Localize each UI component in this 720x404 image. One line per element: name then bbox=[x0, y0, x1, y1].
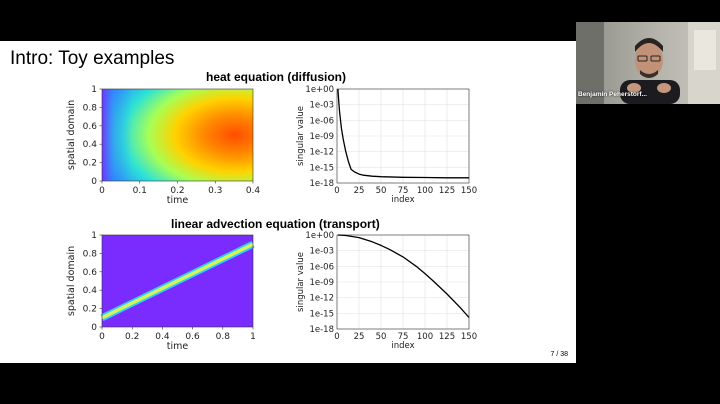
x-axis-label: time bbox=[167, 195, 189, 206]
y-tick-label: 1e-18 bbox=[309, 179, 334, 189]
y-tick-label: 1e-03 bbox=[309, 101, 334, 111]
x-tick-label: 100 bbox=[417, 332, 433, 342]
x-tick-label: 0 bbox=[334, 186, 339, 196]
y-tick-label: 1e-18 bbox=[309, 325, 334, 335]
y-tick-label: 1e-12 bbox=[309, 148, 334, 158]
x-tick-label: 0.1 bbox=[133, 186, 147, 196]
advection-heatmap: 0 0.2 0.4 0.6 0.8 1 0 0.2 0.4 0.6 0.8 1 time spatial … bbox=[66, 231, 256, 352]
y-axis-label: spatial domain bbox=[66, 100, 77, 170]
x-tick-label: 25 bbox=[354, 186, 365, 196]
plot-frame bbox=[336, 88, 470, 184]
heatmap-initial-edge bbox=[102, 89, 253, 181]
section-title-heat: heat equation (diffusion) bbox=[206, 70, 346, 84]
x-tick-label: 0 bbox=[99, 186, 105, 196]
slide-title: Intro: Toy examples bbox=[10, 48, 175, 69]
x-tick-label: 0.4 bbox=[246, 186, 261, 196]
x-tick-label: 100 bbox=[417, 186, 433, 196]
x-tick-label: 150 bbox=[461, 186, 477, 196]
advection-singular-value-plot: 0 25 50 75 100 125 150 1e+00 1e-03 1e-06 1e-09 1e-1… bbox=[296, 231, 477, 351]
x-tick-label: 125 bbox=[439, 332, 455, 342]
x-tick-label: 0.6 bbox=[185, 332, 200, 342]
y-axis-label: spatial domain bbox=[66, 246, 77, 316]
x-tick-label: 0.2 bbox=[170, 186, 184, 196]
x-tick-label: 25 bbox=[354, 332, 365, 342]
x-axis-label: index bbox=[391, 341, 414, 351]
y-tick-label: 1e+00 bbox=[305, 231, 334, 241]
y-tick-label: 1 bbox=[91, 231, 97, 241]
x-tick-label: 0 bbox=[99, 332, 105, 342]
section-title-advection: linear advection equation (transport) bbox=[171, 217, 380, 231]
presentation-slide: Intro: Toy examples heat equation (diffu… bbox=[0, 41, 576, 363]
y-axis-label: singular value bbox=[296, 106, 306, 166]
plot-frame bbox=[336, 234, 470, 330]
y-tick-label: 0.6 bbox=[83, 268, 98, 278]
x-tick-label: 0.3 bbox=[208, 186, 222, 196]
y-tick-label: 1 bbox=[91, 85, 97, 95]
transport-band-core bbox=[101, 243, 254, 319]
x-tick-label: 150 bbox=[461, 332, 477, 342]
x-axis-label: time bbox=[167, 341, 189, 352]
y-tick-label: 1e-06 bbox=[309, 116, 334, 126]
y-tick-label: 1e-03 bbox=[309, 247, 334, 257]
x-tick-label: 0.2 bbox=[125, 332, 139, 342]
y-tick-label: 0.6 bbox=[83, 122, 98, 132]
y-tick-label: 0 bbox=[91, 323, 97, 333]
x-tick-label: 75 bbox=[398, 186, 409, 196]
singular-value-series bbox=[337, 88, 469, 179]
y-tick-label: 1e-15 bbox=[309, 309, 334, 319]
y-tick-label: 0.8 bbox=[83, 249, 98, 259]
y-tick-label: 0.8 bbox=[83, 103, 98, 113]
x-tick-label: 50 bbox=[376, 186, 387, 196]
y-tick-label: 0 bbox=[91, 177, 97, 187]
x-tick-label: 50 bbox=[376, 332, 387, 342]
page-number: 7 / 38 bbox=[550, 351, 568, 358]
y-tick-label: 0.4 bbox=[83, 140, 98, 150]
y-tick-label: 0.2 bbox=[83, 305, 97, 315]
y-tick-label: 1e-09 bbox=[309, 278, 334, 288]
x-tick-label: 125 bbox=[439, 186, 455, 196]
x-tick-label: 1 bbox=[250, 332, 256, 342]
heat-equation-heatmap: 0 0.1 0.2 0.3 0.4 0 0.2 0.4 0.6 0.8 1 time spatial d… bbox=[66, 85, 261, 206]
y-tick-label: 0.2 bbox=[83, 159, 97, 169]
participant-video-frame bbox=[576, 22, 720, 104]
y-tick-label: 1e-06 bbox=[309, 262, 334, 272]
participant-video-tile[interactable]: Benjamin Peherstorf... bbox=[576, 22, 720, 104]
singular-value-series bbox=[337, 234, 470, 318]
y-tick-label: 1e-12 bbox=[309, 294, 334, 304]
y-tick-label: 1e-15 bbox=[309, 163, 334, 173]
heat-singular-value-plot: 0 25 50 75 100 125 150 1e+00 1e-03 1e-06 1e-09 1e-1… bbox=[296, 85, 477, 205]
y-tick-label: 1e+00 bbox=[305, 85, 334, 95]
y-axis-label: singular value bbox=[296, 252, 306, 312]
participant-name: Benjamin Peherstorf... bbox=[578, 91, 647, 98]
x-tick-label: 0.4 bbox=[155, 332, 170, 342]
x-tick-label: 0 bbox=[334, 332, 339, 342]
plot-frame bbox=[101, 234, 254, 328]
y-tick-label: 1e-09 bbox=[309, 132, 334, 142]
y-tick-label: 0.4 bbox=[83, 286, 98, 296]
x-axis-label: index bbox=[391, 195, 414, 205]
x-tick-label: 0.8 bbox=[216, 332, 231, 342]
x-tick-label: 75 bbox=[398, 332, 409, 342]
